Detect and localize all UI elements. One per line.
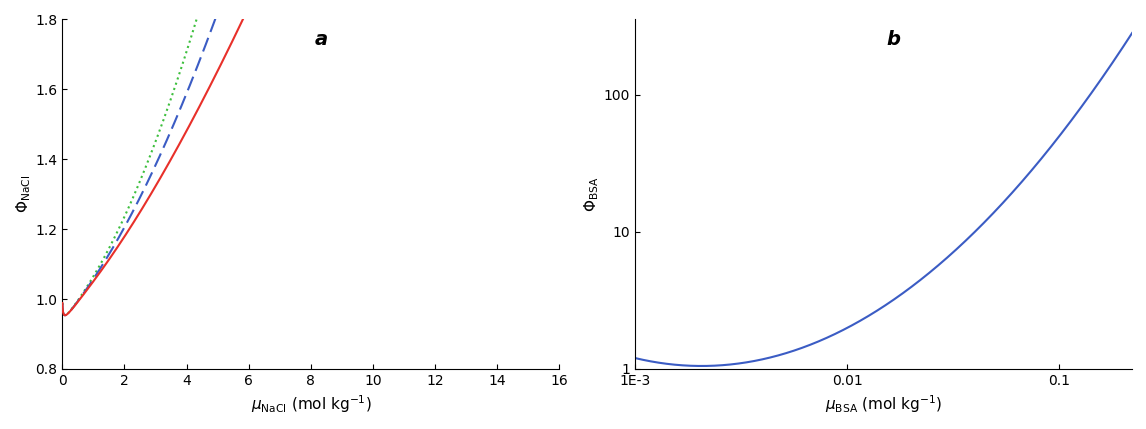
X-axis label: $\mu_{\mathrm{NaCl}}$ (mol kg$^{-1}$): $\mu_{\mathrm{NaCl}}$ (mol kg$^{-1}$) <box>251 393 371 415</box>
Y-axis label: $\Phi_{\mathrm{NaCl}}$: $\Phi_{\mathrm{NaCl}}$ <box>14 175 32 213</box>
Text: b: b <box>887 30 901 49</box>
Y-axis label: $\Phi_{\mathrm{BSA}}$: $\Phi_{\mathrm{BSA}}$ <box>582 176 601 212</box>
Text: a: a <box>314 30 328 49</box>
X-axis label: $\mu_{\mathrm{BSA}}$ (mol kg$^{-1}$): $\mu_{\mathrm{BSA}}$ (mol kg$^{-1}$) <box>825 393 942 415</box>
